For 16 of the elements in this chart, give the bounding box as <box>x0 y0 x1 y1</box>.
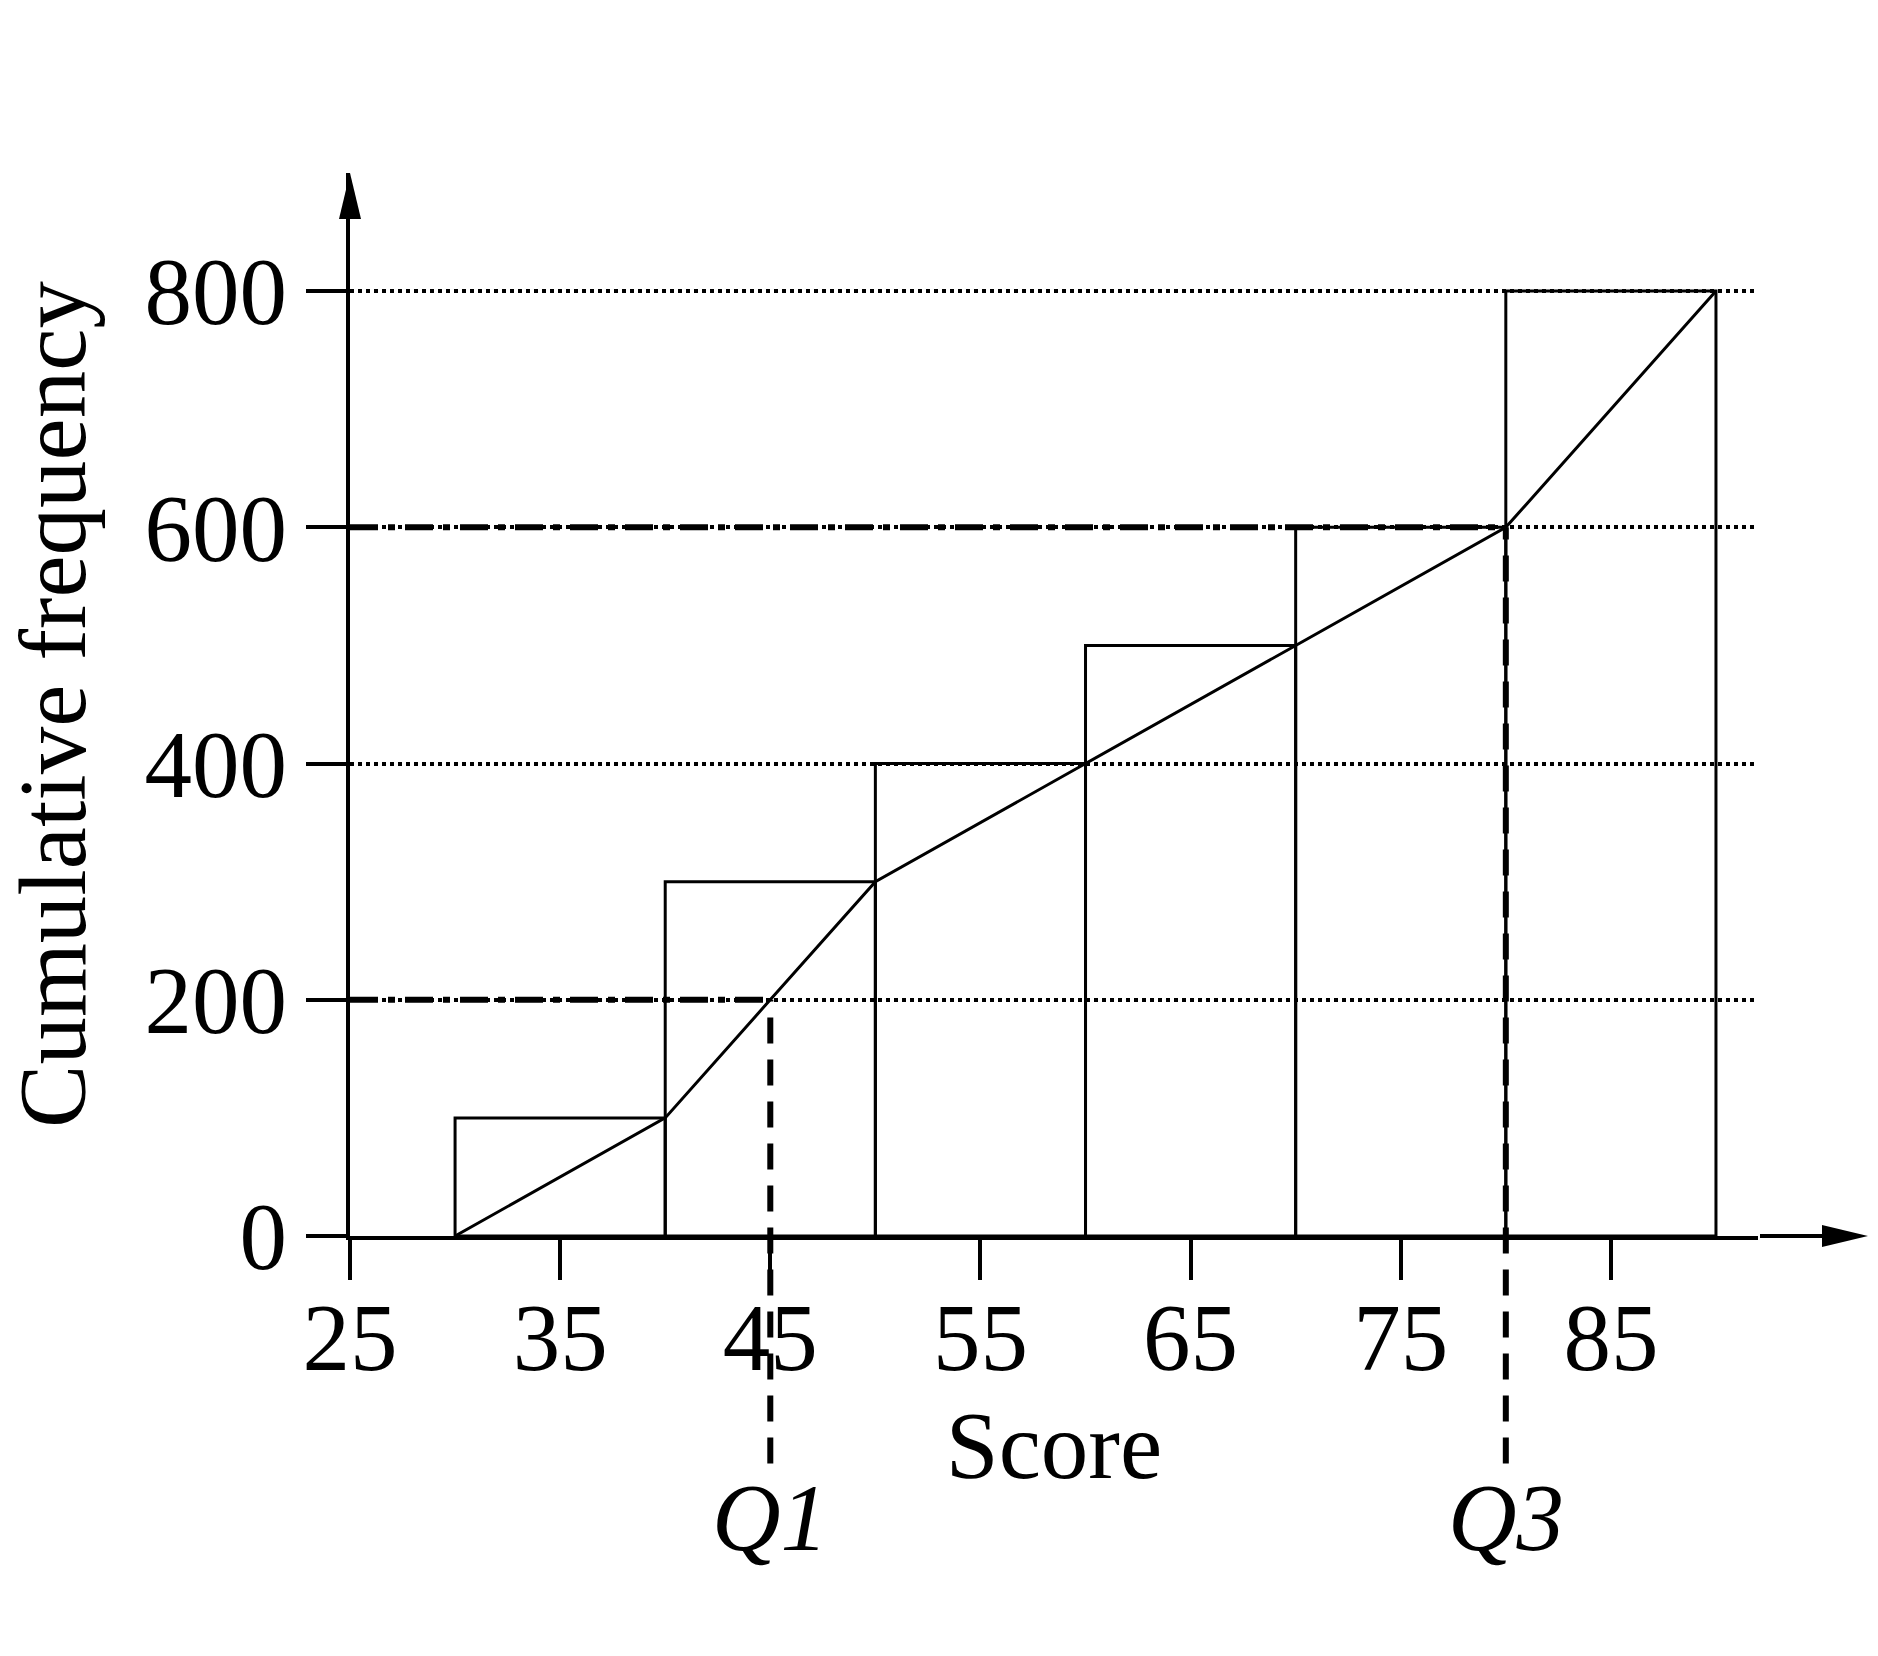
y-tick-label: 200 <box>144 948 287 1055</box>
x-tick-label: 25 <box>302 1285 398 1391</box>
x-axis-title: Score <box>945 1392 1163 1499</box>
annotation: Q3 <box>1448 1465 1565 1571</box>
annotation: Q1 <box>712 1465 829 1571</box>
x-tick-label: 75 <box>1353 1285 1449 1391</box>
y-tick-label: 400 <box>144 711 287 818</box>
x-tick-label: 45 <box>722 1285 818 1391</box>
y-tick-label: 600 <box>144 475 287 582</box>
x-tick-label: 85 <box>1563 1285 1659 1391</box>
x-tick-label: 65 <box>1143 1285 1239 1391</box>
y-axis-title: Cumulative frequency <box>0 280 106 1128</box>
y-tick-label: 800 <box>144 239 287 346</box>
x-tick-label: 35 <box>512 1285 608 1391</box>
y-tick-label: 0 <box>239 1184 287 1291</box>
x-tick-label: 55 <box>932 1285 1028 1391</box>
